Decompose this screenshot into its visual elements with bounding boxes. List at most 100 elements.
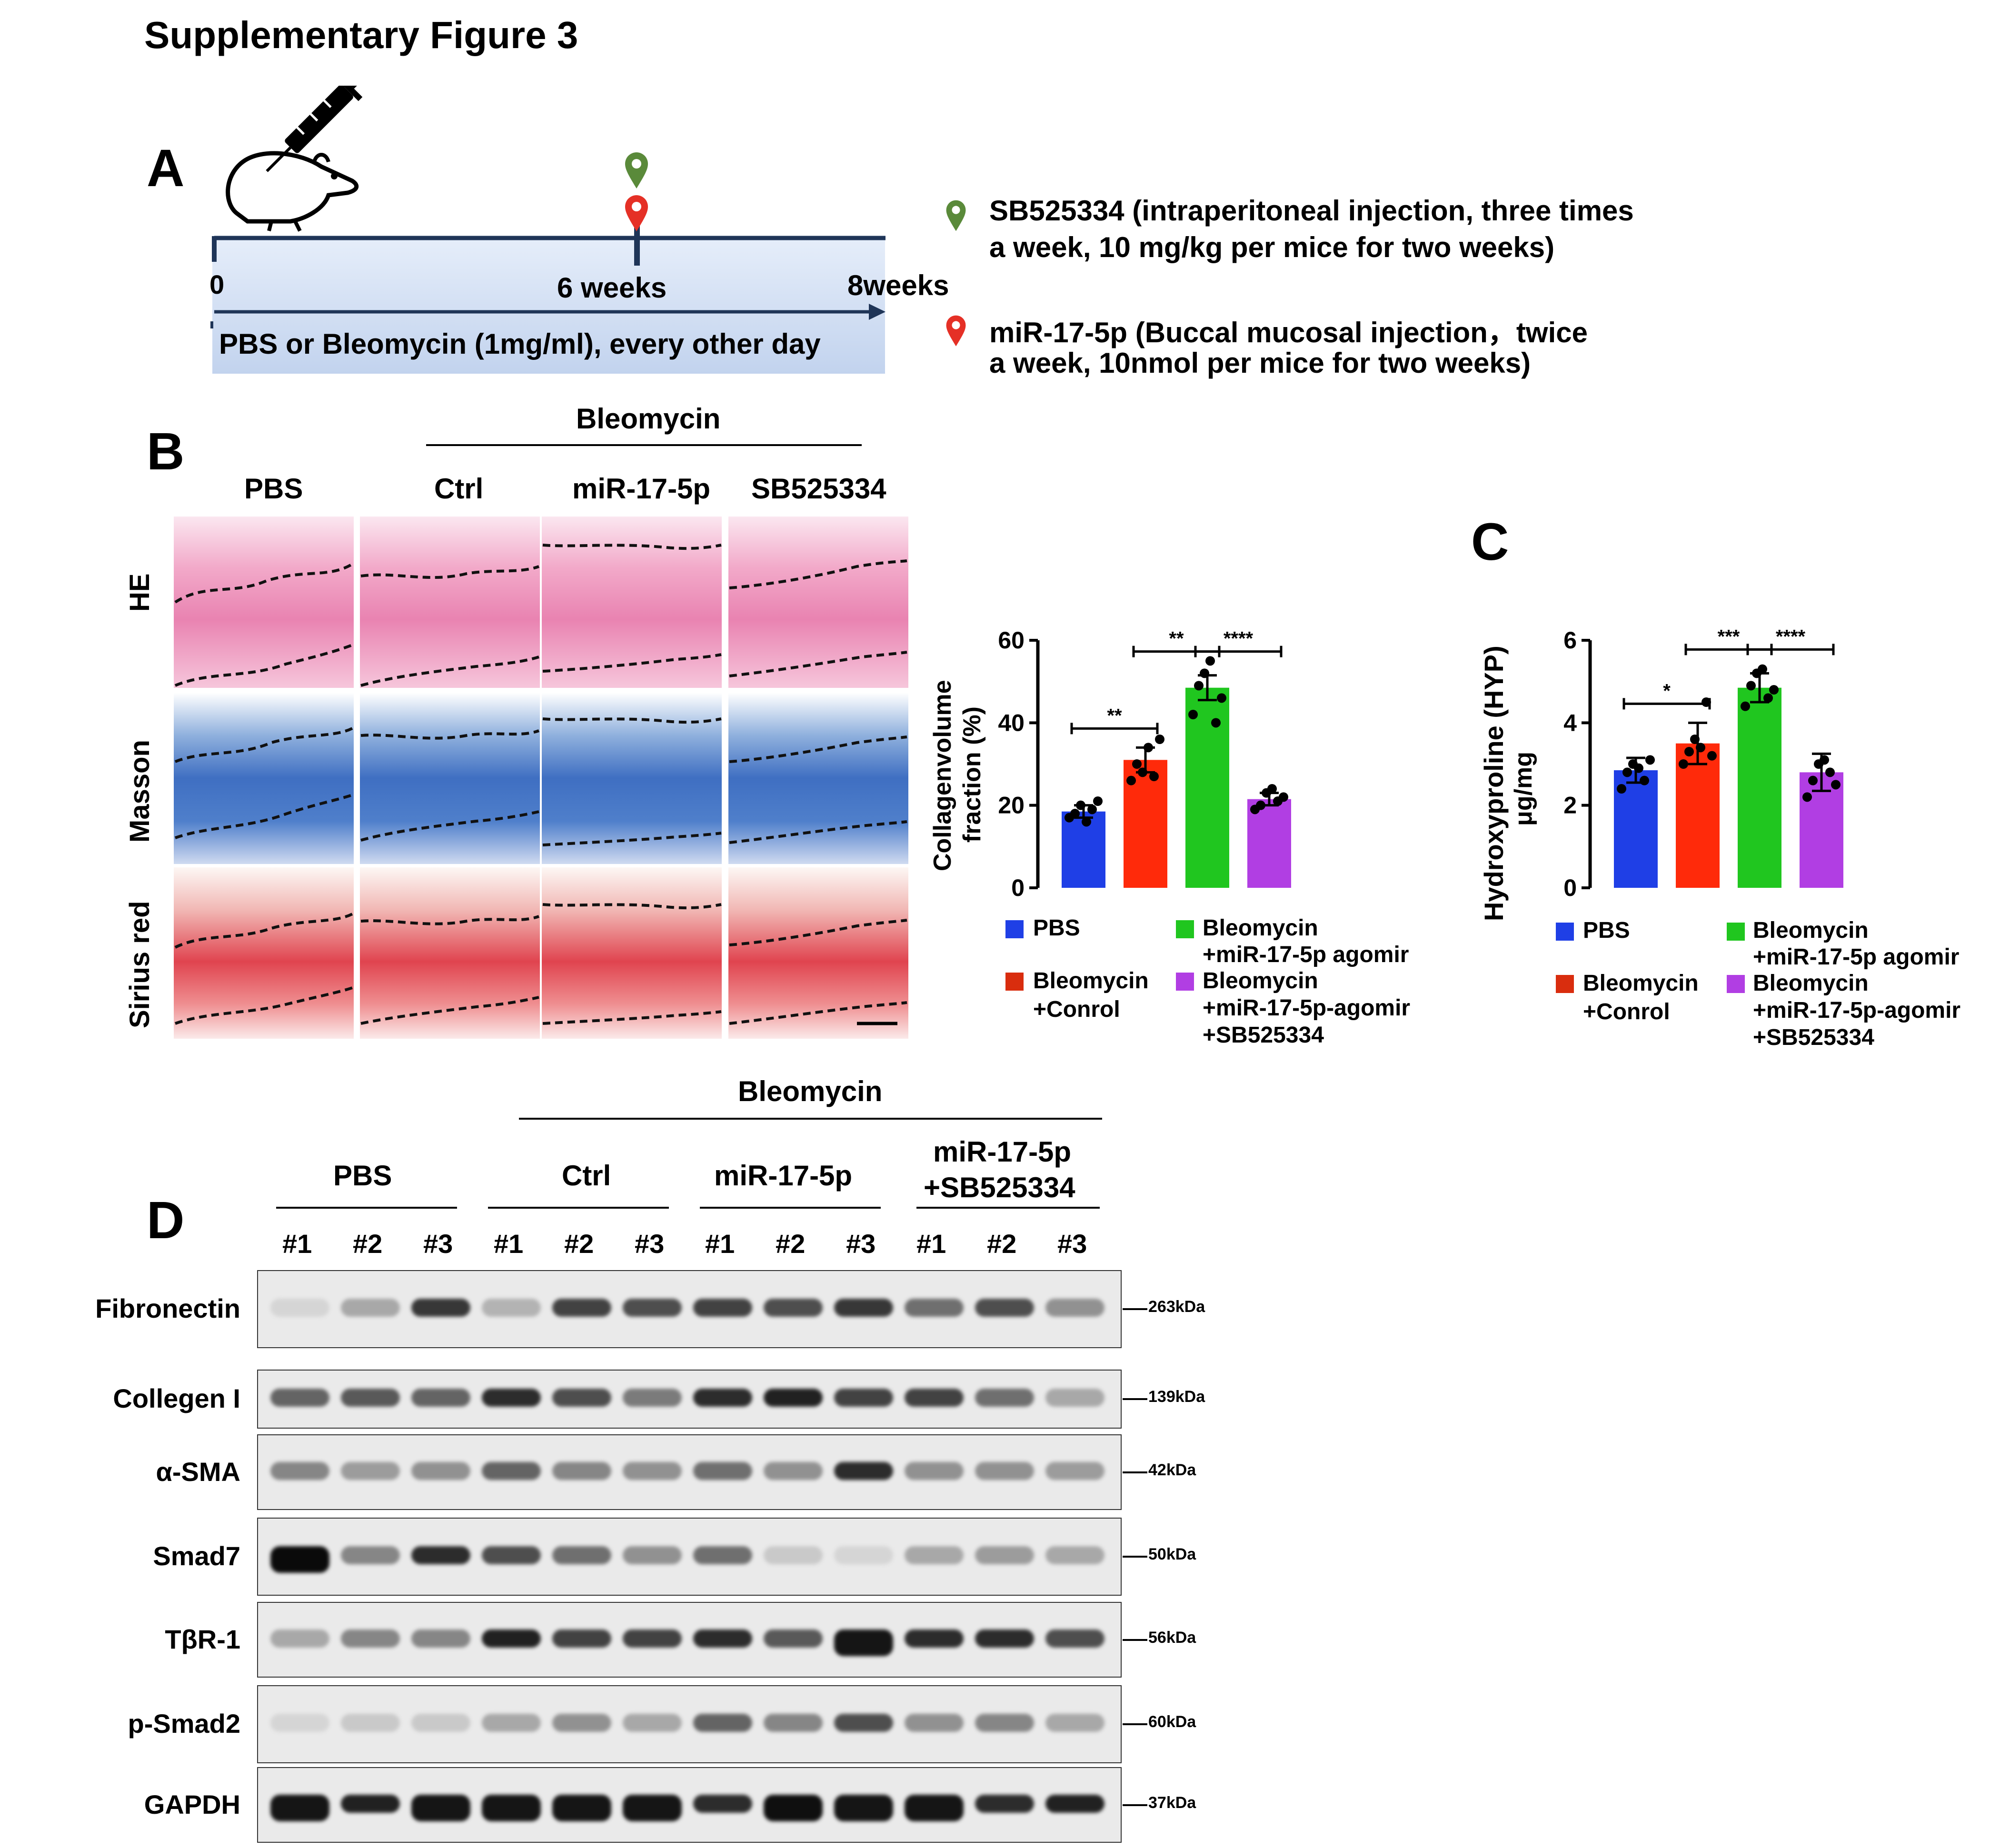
legend-c-sb-l1: Bleomycin bbox=[1753, 971, 1869, 996]
hyp-point bbox=[1820, 755, 1829, 765]
legend-c-sb-l3: +SB525334 bbox=[1753, 1025, 1874, 1050]
hyp-point bbox=[1707, 751, 1717, 761]
hyp-point bbox=[1640, 775, 1649, 785]
blot-band bbox=[905, 1629, 964, 1648]
blot-band bbox=[623, 1299, 682, 1317]
legend-b-agomir-swatch bbox=[1176, 920, 1194, 938]
panel-d-line-ctrl bbox=[488, 1207, 669, 1209]
blot-band bbox=[905, 1714, 964, 1732]
blot-band bbox=[623, 1629, 682, 1648]
legend-b-pbs-swatch bbox=[1005, 920, 1024, 938]
panel-b-letter: B bbox=[147, 422, 185, 481]
blot-band bbox=[552, 1461, 611, 1480]
hyp-point bbox=[1831, 780, 1841, 790]
blot-band bbox=[411, 1629, 470, 1648]
blot-band bbox=[341, 1714, 400, 1732]
blot-band bbox=[975, 1461, 1034, 1480]
tissue-masson-pbs bbox=[174, 693, 354, 864]
hyp-point bbox=[1746, 681, 1756, 691]
legend-b-sb-l2: +miR-17-5p-agomir bbox=[1203, 995, 1411, 1021]
blot-band bbox=[623, 1794, 682, 1821]
hyp-ytick-label: 6 bbox=[1563, 627, 1577, 654]
legend-mir175p-line1: miR-17-5p (Buccal mucosal injection，twic… bbox=[989, 317, 1588, 348]
kda-tick bbox=[1123, 1804, 1147, 1806]
blot-band bbox=[764, 1461, 823, 1480]
sb525334-pin-icon bbox=[625, 152, 648, 189]
timeline-tick-8-weeks: 8weeks bbox=[847, 269, 949, 301]
legend-c-sb-swatch bbox=[1727, 975, 1745, 993]
panel-b-col-sb525334: SB525334 bbox=[751, 473, 886, 505]
collagen-point bbox=[1267, 784, 1277, 794]
blot-band bbox=[764, 1714, 823, 1732]
blot-band bbox=[482, 1794, 541, 1821]
blot-band bbox=[1045, 1461, 1104, 1480]
hyp-ytick-label: 4 bbox=[1563, 709, 1577, 736]
blot-band bbox=[482, 1546, 541, 1564]
collagen-point bbox=[1144, 743, 1153, 753]
panel-d-line-mir175p bbox=[700, 1207, 881, 1209]
collagen-point bbox=[1126, 775, 1136, 785]
timeline-box bbox=[212, 236, 885, 374]
blot-membrane bbox=[257, 1767, 1122, 1843]
collagen-ylabel-line2: fraction (%) bbox=[958, 706, 986, 843]
blot-band bbox=[834, 1389, 893, 1407]
legend-b-ctrl-swatch bbox=[1005, 973, 1024, 991]
blot-band bbox=[975, 1299, 1034, 1317]
panel-d-group-line bbox=[519, 1118, 1102, 1120]
blot-band bbox=[341, 1794, 400, 1813]
legend-sb525334-line2: a week, 10 mg/kg per mice for two weeks) bbox=[989, 231, 1555, 263]
tissue-masson-sb525334 bbox=[728, 693, 908, 864]
blot-band bbox=[270, 1629, 329, 1648]
blot-band bbox=[834, 1629, 893, 1656]
panel-d-group-mirsb-l2: +SB525334 bbox=[924, 1172, 1075, 1203]
panel-d-group-ctrl: Ctrl bbox=[562, 1160, 611, 1192]
hyp-point bbox=[1825, 767, 1835, 777]
lane-label: #2 bbox=[987, 1229, 1017, 1259]
blot-band bbox=[1045, 1299, 1104, 1317]
blot-band bbox=[693, 1794, 752, 1813]
collagen-point bbox=[1070, 809, 1080, 818]
tissue-dashed-outlines bbox=[174, 544, 907, 1025]
blot-membrane bbox=[257, 1602, 1122, 1678]
legend-c-agomir-l2: +miR-17-5p agomir bbox=[1753, 944, 1960, 970]
lane-label: #1 bbox=[916, 1229, 946, 1259]
blot-band bbox=[552, 1546, 611, 1564]
lane-label: #3 bbox=[423, 1229, 453, 1259]
panel-d-group-mirsb-l1: miR-17-5p bbox=[933, 1136, 1072, 1168]
panel-b-col-ctrl: Ctrl bbox=[434, 473, 484, 505]
blot-band bbox=[482, 1389, 541, 1407]
blot-band bbox=[905, 1461, 964, 1480]
blot-band bbox=[764, 1794, 823, 1821]
blot-band bbox=[482, 1714, 541, 1732]
figure-title: Supplementary Figure 3 bbox=[144, 14, 578, 56]
legend-sb525334-pin-icon bbox=[946, 200, 966, 231]
collagen-sig-label: **** bbox=[1224, 628, 1254, 649]
blot-band bbox=[1045, 1389, 1104, 1407]
panel-b-col-pbs: PBS bbox=[244, 473, 303, 505]
collagen-ylabel-line1: Collagenvolume bbox=[929, 680, 956, 871]
blot-band bbox=[552, 1299, 611, 1317]
blot-band bbox=[623, 1546, 682, 1564]
hyp-ytick-label: 2 bbox=[1563, 792, 1577, 819]
kda-tick bbox=[1123, 1639, 1147, 1641]
collagen-ytick-label: 40 bbox=[998, 709, 1025, 736]
hyp-point bbox=[1622, 767, 1632, 777]
blot-band bbox=[693, 1299, 752, 1317]
timeline-regimen: PBS or Bleomycin (1mg/ml), every other d… bbox=[219, 328, 821, 360]
kda-tick bbox=[1123, 1556, 1147, 1558]
blot-band bbox=[905, 1389, 964, 1407]
tissue-he-pbs bbox=[174, 517, 354, 688]
collagen-point bbox=[1087, 805, 1097, 815]
panel-c-letter: C bbox=[1471, 513, 1509, 571]
blot-band bbox=[341, 1546, 400, 1564]
blot-band bbox=[482, 1629, 541, 1648]
collagen-point bbox=[1200, 668, 1209, 678]
blot-band bbox=[905, 1299, 964, 1317]
kda-label: 50kDa bbox=[1148, 1545, 1196, 1563]
legend-b-agomir-l2: +miR-17-5p agomir bbox=[1203, 942, 1409, 967]
panel-b-group-line bbox=[426, 444, 862, 446]
blot-band bbox=[905, 1546, 964, 1564]
collagen-point bbox=[1211, 718, 1221, 728]
legend-mir175p-pin-icon bbox=[946, 315, 966, 347]
legend-c-ctrl-l2: +Conrol bbox=[1583, 999, 1670, 1024]
